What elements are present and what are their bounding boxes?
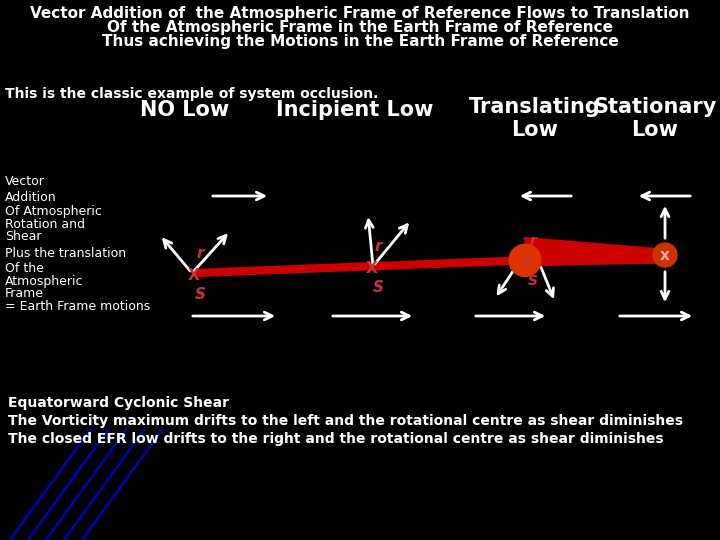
Text: Incipient Low: Incipient Low [276,100,433,120]
Text: Of the: Of the [5,262,44,275]
Text: = Earth Frame motions: = Earth Frame motions [5,300,150,313]
Text: This is the classic example of system occlusion.: This is the classic example of system oc… [5,87,379,101]
Text: Translating
Low: Translating Low [469,97,601,140]
Text: Atmospheric: Atmospheric [5,275,84,288]
Text: Stationary
Low: Stationary Low [593,97,716,140]
Polygon shape [525,238,665,265]
Text: S: S [195,287,206,302]
Text: Thus achieving the Motions in the Earth Frame of Reference: Thus achieving the Motions in the Earth … [102,34,618,49]
Text: NO Low: NO Low [140,100,230,120]
Text: S: S [528,274,538,288]
Text: x: x [660,248,670,264]
Text: Equatorward Cyclonic Shear: Equatorward Cyclonic Shear [8,396,229,410]
Text: Of Atmospheric: Of Atmospheric [5,205,102,218]
Text: X: X [521,255,532,269]
Circle shape [509,245,541,276]
Text: Vector Addition of  the Atmospheric Frame of Reference Flows to Translation: Vector Addition of the Atmospheric Frame… [30,6,690,21]
Circle shape [653,243,677,267]
Text: The Vorticity maximum drifts to the left and the rotational centre as shear dimi: The Vorticity maximum drifts to the left… [8,414,683,428]
Text: r: r [530,234,537,248]
Text: r: r [197,246,204,261]
Text: Vector: Vector [5,175,45,188]
Text: S: S [373,280,384,295]
Text: r: r [375,239,382,254]
Text: X: X [188,268,200,282]
Text: X: X [366,261,378,276]
Text: Addition: Addition [5,191,57,204]
Text: Rotation and: Rotation and [5,218,85,231]
Text: Frame: Frame [5,287,44,300]
Text: Shear: Shear [5,230,42,243]
Text: Plus the translation: Plus the translation [5,247,126,260]
Text: The closed EFR low drifts to the right and the rotational centre as shear dimini: The closed EFR low drifts to the right a… [8,432,664,446]
Text: Of the Atmospheric Frame in the Earth Frame of Reference: Of the Atmospheric Frame in the Earth Fr… [107,20,613,35]
